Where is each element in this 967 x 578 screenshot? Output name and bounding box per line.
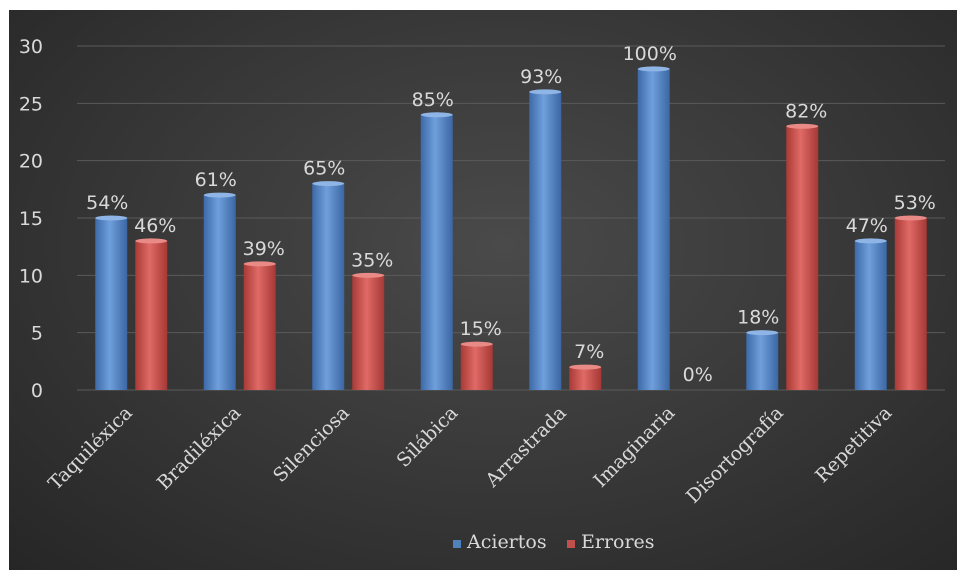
bar-top-3 bbox=[312, 181, 345, 187]
data-label: 39% bbox=[243, 238, 285, 260]
bar-top-8 bbox=[894, 215, 927, 221]
bar-errores-8 bbox=[894, 218, 927, 390]
data-label: 53% bbox=[894, 192, 936, 214]
category-label: Taquiléxica bbox=[44, 402, 137, 495]
data-label: 7% bbox=[574, 341, 604, 363]
y-axis-ticks: 0 5 10 15 20 25 30 bbox=[19, 36, 43, 402]
bar-errores-4 bbox=[460, 344, 493, 390]
bar-top-7 bbox=[786, 123, 819, 129]
bar-errores-2 bbox=[243, 263, 276, 390]
bar-errores-1 bbox=[135, 240, 168, 390]
bar-top-5 bbox=[569, 364, 602, 370]
legend: Aciertos Errores bbox=[453, 531, 655, 553]
data-label: 65% bbox=[303, 158, 345, 180]
data-labels: 54% 46% 61% 39% 65% 35% 85% 15% 93% 7% 100% 0% 18% 82… bbox=[86, 43, 936, 386]
y-tick-label: 5 bbox=[31, 323, 43, 345]
y-tick-label: 30 bbox=[19, 36, 43, 58]
x-axis-categories: Taquiléxica Bradiléxica Silenciosa Silábica… bbox=[44, 402, 896, 508]
bar-errores-3 bbox=[352, 275, 385, 390]
data-label: 18% bbox=[737, 307, 779, 329]
data-label: 93% bbox=[520, 66, 562, 88]
legend-swatch bbox=[567, 540, 575, 548]
category-label: Silenciosa bbox=[269, 402, 354, 487]
bar-top-3 bbox=[352, 272, 385, 278]
bar-errores-5 bbox=[569, 367, 602, 390]
y-tick-label: 0 bbox=[31, 380, 43, 402]
bar-top-7 bbox=[746, 330, 779, 336]
category-label: Arrastrada bbox=[481, 402, 571, 492]
data-label: 46% bbox=[134, 215, 176, 237]
bar-top-2 bbox=[243, 261, 276, 267]
bar-aciertos-7 bbox=[746, 332, 779, 390]
y-tick-label: 10 bbox=[19, 265, 43, 287]
bar-aciertos-8 bbox=[854, 240, 887, 390]
bar-top-4 bbox=[460, 341, 493, 347]
category-label: Imaginaria bbox=[589, 402, 679, 492]
category-label: Bradiléxica bbox=[153, 402, 245, 494]
category-label: Disortografía bbox=[682, 402, 788, 508]
y-tick-label: 20 bbox=[19, 151, 43, 173]
chart-frame: 0 5 10 15 20 25 30 54% 46% 61% 39% 65% 35% 85% 15% 93%… bbox=[9, 10, 957, 570]
bar-aciertos-5 bbox=[529, 91, 562, 390]
data-label: 54% bbox=[86, 192, 128, 214]
category-label: Silábica bbox=[392, 402, 462, 472]
data-label: 47% bbox=[846, 215, 888, 237]
legend-label: Aciertos bbox=[466, 531, 547, 553]
bar-top-6 bbox=[637, 66, 670, 72]
data-label: 100% bbox=[623, 43, 677, 65]
bar-top-8 bbox=[854, 238, 887, 244]
bar-top-1 bbox=[95, 215, 128, 221]
y-tick-label: 15 bbox=[19, 208, 43, 230]
bar-top-4 bbox=[420, 112, 453, 118]
data-label: 15% bbox=[460, 318, 502, 340]
bar-chart: 0 5 10 15 20 25 30 54% 46% 61% 39% 65% 35% 85% 15% 93%… bbox=[19, 36, 945, 553]
data-label: 61% bbox=[195, 169, 237, 191]
bar-aciertos-2 bbox=[203, 195, 236, 390]
bar-errores-7 bbox=[786, 126, 819, 391]
bar-top-5 bbox=[529, 89, 562, 95]
bar-top-2 bbox=[203, 192, 236, 198]
bar-top-1 bbox=[135, 238, 168, 244]
data-label: 85% bbox=[412, 89, 454, 111]
bars bbox=[95, 66, 927, 391]
category-label: Repetitiva bbox=[811, 402, 896, 487]
legend-label: Errores bbox=[581, 531, 655, 553]
bar-aciertos-3 bbox=[312, 183, 345, 390]
legend-swatch bbox=[453, 540, 461, 548]
data-label: 0% bbox=[683, 364, 713, 386]
bar-aciertos-6 bbox=[637, 68, 670, 390]
data-label: 35% bbox=[351, 249, 393, 271]
y-tick-label: 25 bbox=[19, 93, 43, 115]
bar-aciertos-1 bbox=[95, 218, 128, 390]
data-label: 82% bbox=[785, 100, 827, 122]
bar-aciertos-4 bbox=[420, 114, 453, 391]
